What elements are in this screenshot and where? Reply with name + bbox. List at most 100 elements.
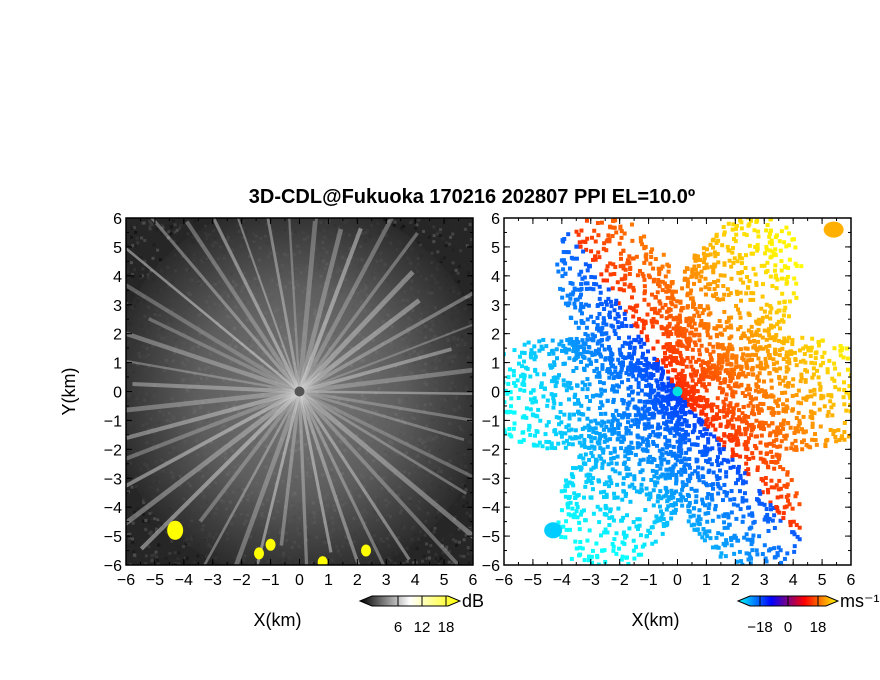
velocity-pixel [633, 368, 638, 373]
noise-pixel [445, 241, 449, 245]
velocity-pixel [607, 355, 612, 360]
x-tick-label: 0 [295, 572, 304, 589]
velocity-pixel [658, 394, 663, 399]
velocity-pixel [663, 274, 668, 279]
velocity-pixel [786, 367, 791, 372]
velocity-pixel [642, 410, 647, 415]
velocity-pixel [705, 362, 710, 367]
velocity-pixel [777, 381, 782, 386]
velocity-pixel [544, 439, 549, 444]
velocity-pixel [583, 382, 588, 387]
noise-pixel [130, 481, 134, 485]
velocity-pixel [631, 538, 636, 543]
velocity-pixel [774, 437, 779, 442]
velocity-pixel [801, 414, 806, 419]
velocity-pixel [747, 392, 752, 397]
velocity-pixel [544, 423, 549, 428]
velocity-pixel [589, 450, 594, 455]
velocity-pixel [646, 349, 651, 354]
velocity-pixel [743, 413, 748, 418]
velocity-pixel [741, 370, 746, 375]
velocity-pixel [756, 229, 761, 234]
velocity-pixel [787, 299, 792, 304]
velocity-pixel [599, 400, 604, 405]
velocity-pixel [739, 220, 744, 225]
velocity-pixel [737, 364, 742, 369]
velocity-pixel [815, 368, 820, 373]
velocity-pixel [616, 301, 621, 306]
velocity-pixel [687, 456, 692, 461]
velocity-pixel [687, 473, 692, 478]
velocity-pixel [604, 425, 609, 430]
radial-streak [298, 390, 468, 495]
velocity-pixel [742, 232, 747, 237]
velocity-pixel [764, 442, 769, 447]
velocity-pixel [769, 241, 774, 246]
velocity-pixel [778, 248, 783, 253]
radial-streak [126, 389, 301, 527]
velocity-pixel [767, 343, 772, 348]
velocity-pixel [705, 322, 710, 327]
velocity-pixel [694, 359, 699, 364]
velocity-pixel [871, 378, 875, 382]
radial-streak [299, 323, 473, 393]
radial-streak [139, 390, 301, 551]
velocity-pixel [746, 358, 751, 363]
x-tick-label: 5 [440, 572, 449, 589]
noise-pixel [130, 537, 134, 541]
velocity-pixel [665, 295, 670, 300]
noise-pixel [176, 557, 180, 561]
noise-pixel [410, 218, 414, 222]
velocity-pixel [623, 273, 628, 278]
velocity-pixel [767, 394, 772, 399]
velocity-pixel [575, 515, 580, 520]
velocity-pixel [617, 241, 622, 246]
velocity-pixel [661, 398, 666, 403]
velocity-pixel [566, 428, 571, 433]
velocity-pixel [642, 362, 647, 367]
velocity-pixel [532, 344, 537, 349]
velocity-pixel [705, 534, 710, 539]
velocity-pixel [631, 285, 636, 290]
velocity-pixel [554, 432, 559, 437]
velocity-pixel [655, 426, 660, 431]
velocity-pixel [840, 346, 845, 351]
velocity-pixel [728, 497, 733, 502]
velocity-pixel [624, 467, 629, 472]
velocity-pixel [731, 411, 736, 416]
noise-pixel [457, 527, 461, 531]
velocity-pixel [674, 355, 679, 360]
velocity-pixel [854, 418, 858, 422]
velocity-pixel [667, 443, 672, 448]
velocity-pixel [737, 489, 742, 494]
radial-streak [299, 347, 452, 394]
noise-pixel [402, 224, 406, 228]
velocity-pixel [772, 253, 777, 258]
velocity-pixel [810, 421, 815, 426]
velocity-pixel [695, 254, 700, 259]
velocity-pixel [676, 498, 681, 503]
velocity-pixel [731, 222, 736, 227]
velocity-pixel [773, 263, 778, 268]
velocity-pixel [634, 254, 639, 259]
velocity-pixel [582, 425, 587, 430]
velocity-pixel [812, 411, 817, 416]
velocity-pixel [595, 553, 600, 558]
velocity-pixel [552, 360, 557, 365]
velocity-pixel [640, 351, 645, 356]
noise-pixel [451, 232, 455, 236]
velocity-pixel [750, 548, 755, 553]
velocity-pixel [679, 467, 684, 472]
velocity-pixel [707, 502, 712, 507]
noise-pixel [414, 226, 418, 230]
velocity-pixel [716, 442, 721, 447]
radial-streak [298, 390, 386, 565]
velocity-pixel [577, 455, 582, 460]
velocity-pixel [784, 494, 789, 499]
noise-pixel [150, 510, 154, 514]
velocity-pixel [674, 481, 679, 486]
velocity-pixel [586, 558, 591, 563]
noise-pixel [462, 538, 466, 542]
velocity-pixel [603, 527, 608, 532]
noise-pixel [168, 237, 172, 241]
